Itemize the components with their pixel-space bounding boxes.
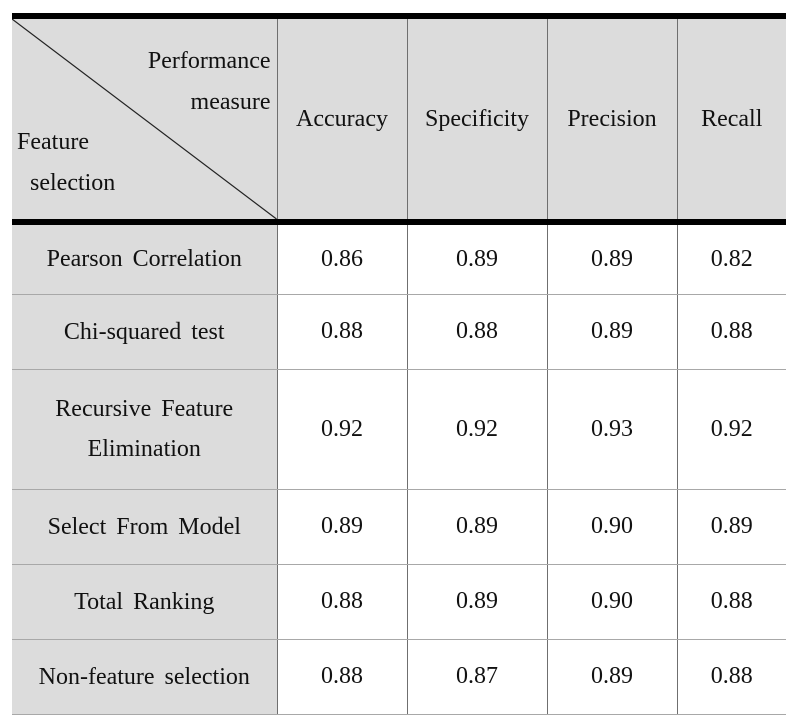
table-body: Pearson Correlation 0.86 0.89 0.89 0.82 Chi-s… (12, 222, 786, 715)
value-cell-precision: 0.89 (546, 222, 678, 295)
row-label-line: Chi-squared test (63, 318, 225, 345)
diagonal-divider (12, 19, 277, 219)
value-cell-precision: 0.93 (546, 369, 678, 490)
row-label-cell: Non-feature selection (12, 639, 278, 715)
value-cell-precision: 0.89 (546, 639, 678, 715)
column-header-recall: Recall (676, 13, 786, 225)
corner-bottom-line-1: Feature (17, 129, 89, 155)
row-label-cell: Pearson Correlation (12, 222, 278, 295)
column-header-precision: Precision (546, 13, 678, 225)
row-label-line: Recursive Feature (55, 396, 234, 422)
value-cell-specificity: 0.89 (406, 222, 548, 295)
value-cell-precision: 0.90 (546, 564, 678, 640)
table-row: Pearson Correlation 0.86 0.89 0.89 0.82 (12, 222, 786, 295)
value-cell-precision: 0.89 (546, 294, 678, 370)
row-label-cell: Recursive Feature Elimination (12, 369, 278, 490)
value-cell-precision: 0.90 (546, 489, 678, 565)
corner-top-line-2: measure (190, 89, 271, 115)
row-label-cell: Select From Model (12, 489, 278, 565)
row-label-line: Non-feature selection (38, 663, 250, 690)
column-header-accuracy: Accuracy (276, 13, 408, 225)
table-row: Non-feature selection 0.88 0.87 0.89 0.88 (12, 639, 786, 715)
table-row: Chi-squared test 0.88 0.88 0.89 0.88 (12, 294, 786, 370)
corner-header-cell: Performance measure Feature selection (12, 13, 278, 225)
row-label-line: Total Ranking (74, 588, 215, 615)
value-cell-accuracy: 0.86 (276, 222, 408, 295)
row-label-cell: Total Ranking (12, 564, 278, 640)
value-cell-accuracy: 0.88 (276, 639, 408, 715)
feature-selection-label: Feature selection (17, 122, 115, 204)
table-row: Recursive Feature Elimination 0.92 0.92 0.93… (12, 369, 786, 490)
value-cell-recall: 0.89 (676, 489, 786, 565)
value-cell-accuracy: 0.88 (276, 564, 408, 640)
corner-top-line-1: Performance (147, 48, 271, 74)
value-cell-specificity: 0.89 (406, 489, 548, 565)
row-label-cell: Chi-squared test (12, 294, 278, 370)
value-cell-accuracy: 0.92 (276, 369, 408, 490)
column-header-specificity: Specificity (406, 13, 548, 225)
performance-measure-label: Performance measure (148, 41, 271, 123)
table-row: Select From Model 0.89 0.89 0.90 0.89 (12, 489, 786, 565)
value-cell-recall: 0.82 (676, 222, 786, 295)
row-label-line: Pearson Correlation (46, 246, 242, 273)
value-cell-specificity: 0.89 (406, 564, 548, 640)
row-label-line: Select From Model (47, 513, 241, 540)
corner-bottom-line-2: selection (30, 170, 116, 196)
value-cell-specificity: 0.92 (406, 369, 548, 490)
value-cell-specificity: 0.88 (406, 294, 548, 370)
value-cell-recall: 0.88 (676, 294, 786, 370)
table-row: Total Ranking 0.88 0.89 0.90 0.88 (12, 564, 786, 640)
performance-table: Performance measure Feature selection Ac… (12, 13, 786, 715)
header-row: Performance measure Feature selection Ac… (12, 13, 786, 225)
value-cell-accuracy: 0.88 (276, 294, 408, 370)
value-cell-recall: 0.88 (676, 564, 786, 640)
value-cell-recall: 0.88 (676, 639, 786, 715)
value-cell-specificity: 0.87 (406, 639, 548, 715)
row-label-line: Elimination (87, 436, 201, 462)
value-cell-accuracy: 0.89 (276, 489, 408, 565)
value-cell-recall: 0.92 (676, 369, 786, 490)
